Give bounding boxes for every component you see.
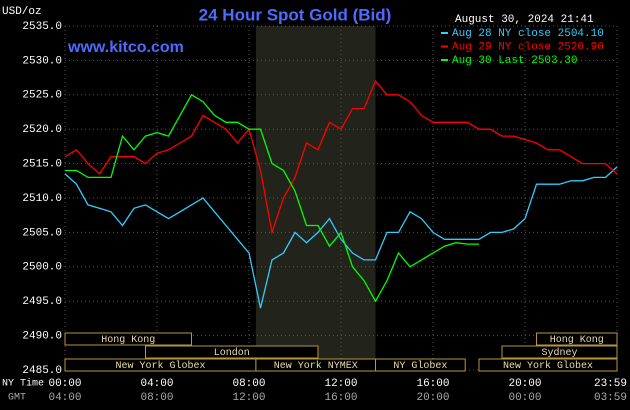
y-tick-label: 2510.0: [22, 193, 62, 205]
y-tick-label: 2525.0: [22, 90, 62, 102]
gmt-tick-label: 00:00: [508, 392, 541, 404]
x-tick-label: 23:59: [594, 378, 627, 390]
gmt-tick-label: 08:00: [140, 392, 173, 404]
session-box: [64, 332, 192, 346]
chart-title: 24 Hour Spot Gold (Bid): [199, 5, 392, 24]
session-label: New York Globex: [503, 360, 593, 372]
session-box: [145, 345, 319, 359]
session-label: Hong Kong: [550, 335, 604, 346]
session-label: London: [214, 347, 250, 359]
x2-axis-label: GMT: [8, 393, 26, 404]
x-tick-label: 20:00: [508, 378, 541, 390]
x-tick-label: 00:00: [48, 378, 81, 390]
y-tick-label: 2520.0: [22, 124, 62, 136]
gmt-tick-label: 03:59: [594, 392, 627, 404]
session-box: [375, 358, 466, 372]
y-tick-label: 2490.0: [22, 331, 62, 343]
y-axis-label: USD/oz: [2, 6, 42, 18]
x-tick-label: 08:00: [232, 378, 265, 390]
price-line: [65, 93, 479, 303]
legend-label: Aug 30 Last 2503.30: [452, 55, 577, 67]
x-tick-label: 16:00: [416, 378, 449, 390]
session-label: New York NYMEX: [274, 360, 358, 372]
session-box: [536, 332, 618, 346]
session-label: Sydney: [541, 347, 577, 359]
y-tick-label: 2530.0: [22, 55, 62, 67]
timestamp: August 30, 2024 21:41: [455, 14, 594, 26]
y-tick-label: 2505.0: [22, 227, 62, 239]
session-shade: [255, 26, 376, 370]
x-tick-label: 12:00: [324, 378, 357, 390]
session-label: New York Globex: [115, 360, 205, 372]
y-tick-label: 2485.0: [22, 365, 62, 377]
y-tick-label: 2500.0: [22, 262, 62, 274]
session-label: NY Globex: [393, 360, 447, 372]
website: www.kitco.com: [67, 39, 184, 56]
session-box: [501, 345, 618, 359]
gmt-tick-label: 20:00: [416, 392, 449, 404]
y-tick-label: 2515.0: [22, 159, 62, 171]
x-tick-label: 04:00: [140, 378, 173, 390]
price-line: [64, 79, 618, 235]
session-box: [478, 358, 618, 372]
gmt-tick-label: 12:00: [232, 392, 265, 404]
y-tick-label: 2535.0: [22, 21, 62, 33]
gmt-tick-label: 04:00: [48, 392, 81, 404]
price-line: [64, 166, 618, 309]
y-tick-label: 2495.0: [22, 296, 62, 308]
legend-label: Aug 28 NY close 2504.10: [452, 28, 604, 40]
x-axis-label: NY Time: [2, 378, 44, 390]
gmt-tick-label: 16:00: [324, 392, 357, 404]
legend-label: Aug 29 NY close 2520.90: [452, 41, 604, 53]
session-label: Hong Kong: [101, 335, 155, 346]
